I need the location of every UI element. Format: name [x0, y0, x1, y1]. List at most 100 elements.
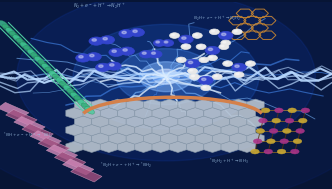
- Circle shape: [192, 33, 202, 38]
- Polygon shape: [118, 124, 135, 136]
- Polygon shape: [66, 124, 83, 136]
- Circle shape: [218, 31, 233, 40]
- Circle shape: [190, 74, 200, 80]
- Ellipse shape: [24, 46, 33, 53]
- Polygon shape: [195, 99, 212, 110]
- Circle shape: [283, 129, 291, 133]
- Polygon shape: [221, 108, 238, 119]
- Polygon shape: [230, 99, 247, 110]
- Polygon shape: [238, 124, 256, 136]
- Circle shape: [235, 65, 239, 67]
- Ellipse shape: [17, 38, 26, 46]
- Circle shape: [156, 41, 159, 43]
- Polygon shape: [83, 108, 100, 119]
- Polygon shape: [247, 116, 264, 127]
- Polygon shape: [83, 124, 100, 136]
- Polygon shape: [92, 133, 109, 144]
- Ellipse shape: [74, 96, 84, 103]
- Polygon shape: [71, 166, 102, 182]
- Polygon shape: [38, 138, 69, 154]
- Circle shape: [301, 108, 310, 113]
- Circle shape: [211, 30, 214, 32]
- Circle shape: [123, 49, 127, 51]
- Circle shape: [188, 61, 193, 64]
- Circle shape: [251, 149, 259, 154]
- Circle shape: [232, 29, 242, 35]
- Circle shape: [280, 139, 289, 144]
- Circle shape: [172, 34, 175, 36]
- Circle shape: [264, 149, 273, 154]
- Circle shape: [182, 37, 186, 39]
- Circle shape: [139, 50, 153, 58]
- Polygon shape: [118, 141, 135, 153]
- Ellipse shape: [49, 71, 58, 78]
- Circle shape: [223, 41, 226, 43]
- Circle shape: [110, 64, 114, 66]
- Text: $N_2H + e^- + H^+ \rightarrow N_2H_2$: $N_2H + e^- + H^+ \rightarrow N_2H_2$: [193, 15, 241, 23]
- Circle shape: [109, 48, 124, 57]
- Circle shape: [176, 57, 186, 63]
- Polygon shape: [161, 116, 178, 127]
- Circle shape: [103, 37, 107, 40]
- Polygon shape: [143, 99, 161, 110]
- Circle shape: [209, 29, 219, 35]
- Polygon shape: [126, 99, 143, 110]
- Ellipse shape: [52, 74, 62, 82]
- Ellipse shape: [27, 49, 37, 57]
- Polygon shape: [221, 124, 238, 136]
- Circle shape: [92, 39, 96, 41]
- Polygon shape: [66, 141, 83, 153]
- Circle shape: [149, 50, 162, 58]
- Polygon shape: [221, 141, 238, 153]
- Ellipse shape: [2, 24, 12, 32]
- Ellipse shape: [6, 28, 15, 35]
- Polygon shape: [204, 141, 221, 153]
- Ellipse shape: [20, 42, 30, 50]
- Polygon shape: [247, 99, 264, 110]
- Polygon shape: [0, 102, 29, 118]
- Polygon shape: [212, 133, 230, 144]
- Polygon shape: [66, 108, 83, 119]
- Circle shape: [96, 63, 110, 71]
- Polygon shape: [62, 159, 94, 175]
- Text: $+ e^- + H^+ \rightarrow$: $+ e^- + H^+ \rightarrow$: [242, 75, 270, 83]
- Polygon shape: [126, 133, 143, 144]
- Polygon shape: [169, 141, 187, 153]
- Circle shape: [76, 54, 90, 62]
- Circle shape: [89, 37, 104, 45]
- Polygon shape: [161, 99, 178, 110]
- Circle shape: [275, 108, 283, 113]
- Polygon shape: [238, 108, 256, 119]
- Polygon shape: [187, 108, 204, 119]
- Circle shape: [164, 41, 168, 43]
- Polygon shape: [14, 117, 45, 132]
- Circle shape: [153, 40, 165, 46]
- Circle shape: [151, 52, 155, 54]
- Polygon shape: [143, 133, 161, 144]
- Polygon shape: [109, 99, 126, 110]
- Circle shape: [201, 85, 211, 91]
- Polygon shape: [178, 99, 195, 110]
- Ellipse shape: [13, 35, 23, 42]
- Circle shape: [190, 69, 193, 71]
- Circle shape: [298, 118, 307, 123]
- Polygon shape: [74, 116, 92, 127]
- Polygon shape: [195, 133, 212, 144]
- Circle shape: [119, 29, 133, 38]
- Ellipse shape: [42, 64, 51, 71]
- Ellipse shape: [31, 53, 41, 60]
- Polygon shape: [204, 108, 221, 119]
- Polygon shape: [152, 124, 169, 136]
- Polygon shape: [135, 124, 152, 136]
- Circle shape: [285, 118, 294, 123]
- Ellipse shape: [45, 67, 55, 75]
- Polygon shape: [92, 116, 109, 127]
- Ellipse shape: [81, 103, 91, 111]
- Polygon shape: [100, 108, 118, 119]
- Circle shape: [208, 55, 217, 61]
- Polygon shape: [100, 124, 118, 136]
- Polygon shape: [6, 109, 37, 125]
- Circle shape: [245, 61, 255, 66]
- Circle shape: [198, 45, 201, 47]
- Polygon shape: [152, 141, 169, 153]
